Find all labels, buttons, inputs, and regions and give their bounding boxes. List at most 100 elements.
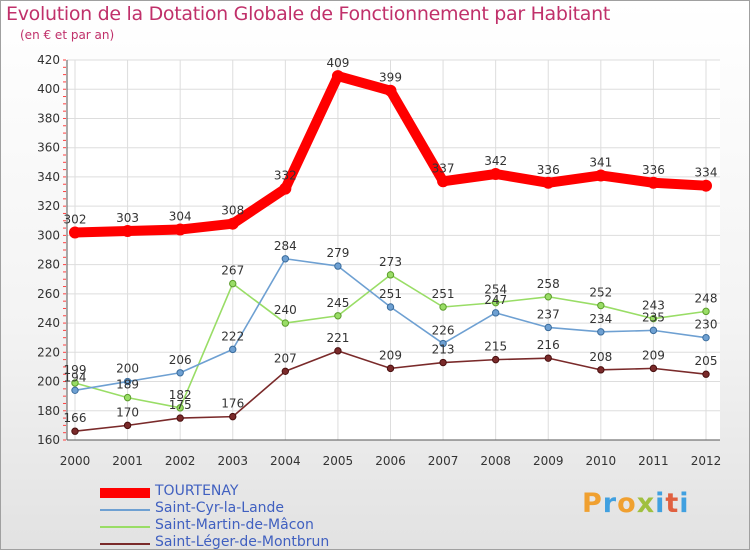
data-point [229, 412, 237, 421]
data-label: 170 [116, 405, 139, 419]
y-tick-label: 400 [37, 82, 60, 96]
data-point [121, 225, 134, 237]
data-point [281, 367, 290, 376]
data-label: 200 [116, 362, 139, 376]
logo-letter: i [655, 488, 666, 519]
data-label: 273 [379, 255, 402, 269]
data-point [123, 421, 132, 430]
data-label: 209 [642, 348, 665, 362]
y-tick-label: 220 [37, 345, 60, 359]
y-tick-label: 240 [37, 316, 60, 330]
data-point [544, 354, 552, 362]
data-label: 332 [274, 169, 297, 183]
data-point [597, 366, 605, 374]
data-label: 248 [695, 291, 718, 305]
logo-letter: r [602, 488, 618, 519]
data-point [702, 370, 710, 378]
data-label: 252 [589, 286, 612, 300]
y-tick-label: 380 [37, 111, 60, 125]
data-label: 267 [221, 264, 244, 278]
data-point [437, 175, 450, 188]
data-point [123, 377, 132, 386]
data-point [386, 303, 395, 311]
data-label: 409 [326, 56, 349, 70]
data-point [491, 309, 500, 317]
data-label: 336 [642, 163, 665, 177]
data-point [439, 339, 447, 348]
y-tick-label: 280 [37, 258, 60, 272]
data-label: 226 [432, 324, 455, 338]
data-label: 175 [169, 398, 192, 412]
data-point [384, 84, 397, 97]
x-tick-label: 2001 [112, 454, 143, 468]
legend-label-saint-martin-de-macon: Saint-Martin-de-Mâcon [155, 517, 314, 533]
y-tick-label: 160 [37, 433, 60, 447]
data-point [176, 414, 184, 422]
data-point [544, 323, 552, 332]
data-point [597, 301, 605, 310]
legend-label-saint-leger-de-montbrun: Saint-Léger-de-Montbrun [155, 534, 330, 550]
data-label: 334 [695, 166, 718, 180]
data-label: 235 [642, 310, 665, 324]
data-label: 189 [116, 378, 139, 392]
data-point [491, 355, 500, 364]
data-point [334, 262, 342, 270]
data-label: 205 [695, 354, 718, 368]
data-label: 213 [432, 343, 455, 357]
data-point [226, 217, 239, 230]
data-point [439, 303, 447, 311]
logo-letter: t [665, 488, 680, 519]
x-tick-label: 2006 [375, 454, 406, 468]
data-point [71, 379, 79, 387]
data-label: 194 [64, 370, 87, 384]
y-tick-label: 320 [37, 199, 60, 213]
data-label: 245 [326, 296, 349, 310]
data-label: 399 [379, 71, 402, 85]
data-point [281, 319, 290, 327]
x-tick-label: 2011 [638, 454, 669, 468]
y-tick-label: 200 [37, 375, 60, 389]
data-point [331, 70, 344, 83]
x-tick-label: 2003 [217, 454, 248, 468]
data-point [279, 182, 292, 195]
logo-letter: i [679, 488, 690, 519]
data-point [176, 369, 184, 377]
x-tick-label: 2009 [533, 454, 564, 468]
data-label: 254 [484, 283, 507, 297]
data-point [594, 169, 607, 182]
logo-letter: x [636, 488, 656, 519]
data-label: 230 [695, 318, 718, 332]
data-label: 251 [432, 287, 455, 301]
data-point [229, 279, 237, 288]
data-point [71, 386, 79, 395]
legend-swatch-saint-leger-de-montbrun [100, 543, 150, 545]
data-point [334, 347, 342, 355]
y-tick-label: 360 [37, 141, 60, 155]
x-tick-label: 2008 [480, 454, 511, 468]
data-point [702, 307, 710, 316]
data-point [281, 255, 290, 263]
logo-letter: o [617, 488, 637, 519]
x-tick-label: 2000 [60, 454, 91, 468]
y-tick-label: 420 [37, 53, 60, 67]
data-point [386, 364, 395, 373]
data-point [334, 312, 342, 320]
logo-letter: P [582, 488, 603, 519]
data-point [174, 223, 187, 236]
data-label: 342 [484, 154, 507, 168]
y-tick-label: 340 [37, 170, 60, 184]
proxiti-logo: Proxiti [582, 488, 690, 519]
legend-label-tourtenay: TOURTENAY [155, 483, 239, 499]
data-point [647, 176, 660, 189]
data-label: 216 [537, 338, 560, 352]
data-point [702, 333, 710, 342]
x-tick-label: 2012 [691, 454, 722, 468]
plot-area [67, 60, 720, 440]
chart-subtitle: (en € et par an) [20, 28, 115, 42]
data-point [700, 179, 712, 192]
data-point [176, 404, 184, 412]
data-label: 341 [589, 155, 612, 169]
y-tick-label: 260 [37, 287, 60, 301]
data-label: 258 [537, 277, 560, 291]
x-tick-label: 2005 [323, 454, 354, 468]
